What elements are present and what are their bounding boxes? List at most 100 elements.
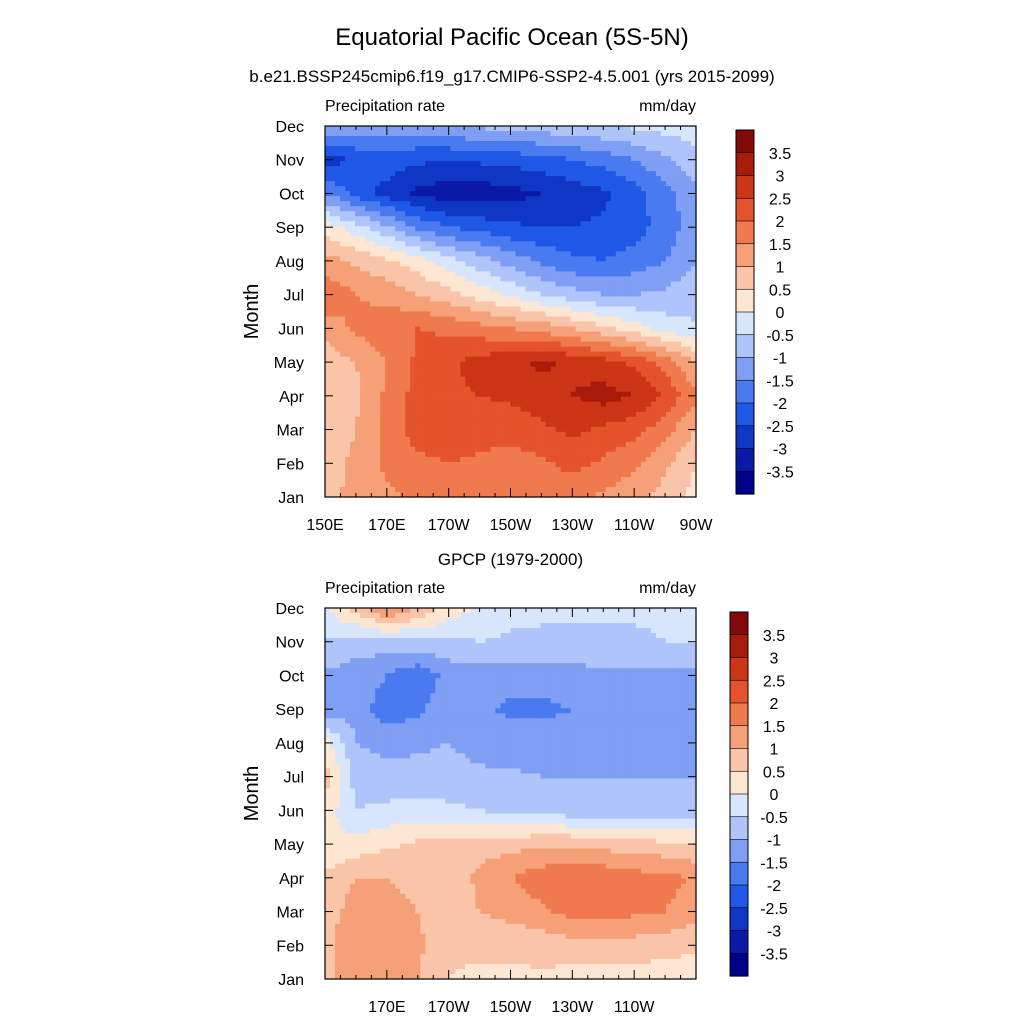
heatmap-cell [675,251,682,257]
heatmap-cell [645,301,652,308]
heatmap-cell [430,281,436,288]
heatmap-cell [350,456,356,463]
heatmap-cell [490,196,497,202]
heatmap-cell [400,346,406,353]
heatmap-cell [510,381,517,388]
heatmap-cell [525,206,532,212]
heatmap-cell [540,186,547,192]
heatmap-cell [635,176,642,182]
heatmap-cell [480,436,487,443]
heatmap-cell [380,371,386,378]
heatmap-cell [345,136,351,142]
heatmap-cell [345,176,351,182]
heatmap-cell [510,231,517,237]
heatmap-cell [500,326,507,333]
heatmap-cell [340,306,346,313]
heatmap-cell [430,221,436,227]
heatmap-cell [590,141,597,147]
heatmap-cell [440,141,446,147]
heatmap-cell [325,341,331,348]
heatmap-cell [545,421,552,428]
heatmap-cell [390,196,396,202]
heatmap-cell [540,396,547,403]
heatmap-cell [360,241,366,247]
heatmap-cell [610,151,617,157]
heatmap-cell [570,396,577,403]
heatmap-cell [545,181,552,187]
heatmap-cell [485,346,492,353]
heatmap-cell [370,371,376,378]
heatmap-cell [535,356,542,363]
heatmap-cell [470,206,476,212]
heatmap-cell [690,256,697,262]
heatmap-cell [545,186,552,192]
heatmap-cell [675,306,682,313]
heatmap-cell [360,316,366,323]
heatmap-cell [420,456,426,463]
heatmap-cell [505,151,512,157]
heatmap-cell [355,296,361,303]
heatmap-cell [665,441,672,448]
heatmap-cell [335,316,341,323]
heatmap-cell [575,401,582,408]
heatmap-cell [465,276,471,283]
heatmap-cell [620,136,627,142]
heatmap-cell [515,161,522,167]
heatmap-cell [440,416,446,423]
heatmap-cell [435,451,441,458]
heatmap-cell [590,271,597,277]
heatmap-cell [515,421,522,428]
heatmap-cell [595,241,602,247]
heatmap-cell [465,181,471,187]
heatmap-cell [565,386,572,393]
heatmap-cell [460,421,466,428]
heatmap-cell [460,236,466,242]
heatmap-cell [430,316,436,323]
heatmap-cell [470,161,476,167]
heatmap-cell [655,306,662,313]
heatmap-cell [390,226,396,232]
heatmap-cell [490,311,497,318]
heatmap-cell [400,411,406,418]
heatmap-cell [520,421,527,428]
heatmap-cell [435,181,441,187]
heatmap-cell [545,376,552,383]
heatmap-cell [325,361,331,368]
heatmap-cell [630,291,637,298]
heatmap-cell [560,391,567,398]
heatmap-cell [585,271,592,277]
heatmap-cell [450,211,456,217]
heatmap-cell [375,331,381,338]
heatmap-cell [445,376,451,383]
heatmap-cell [430,416,436,423]
heatmap-cell [420,141,426,147]
heatmap-cell [365,416,371,423]
heatmap-cell [595,251,602,257]
heatmap-cell [390,391,396,398]
heatmap-cell [370,301,376,308]
heatmap-cell [405,226,411,232]
heatmap-cell [455,351,461,358]
heatmap-cell [365,401,371,408]
heatmap-cell [625,206,632,212]
heatmap-cell [640,181,647,187]
heatmap-cell [385,446,391,453]
heatmap-cell [405,241,411,247]
heatmap-cell [525,296,532,303]
heatmap-cell [660,401,667,408]
heatmap-cell [400,141,406,147]
heatmap-cell [360,406,366,413]
heatmap-cell [410,326,416,333]
heatmap-cell [635,181,642,187]
heatmap-cell [610,431,617,438]
heatmap-cell [460,286,466,293]
heatmap-cell [575,441,582,448]
heatmap-cell [540,456,547,463]
heatmap-cell [565,331,572,338]
heatmap-cell [395,266,401,272]
heatmap-cell [690,356,697,363]
heatmap-cell [495,461,502,468]
heatmap-cell [350,266,356,272]
heatmap-cell [615,166,622,172]
heatmap-cell [505,376,512,383]
